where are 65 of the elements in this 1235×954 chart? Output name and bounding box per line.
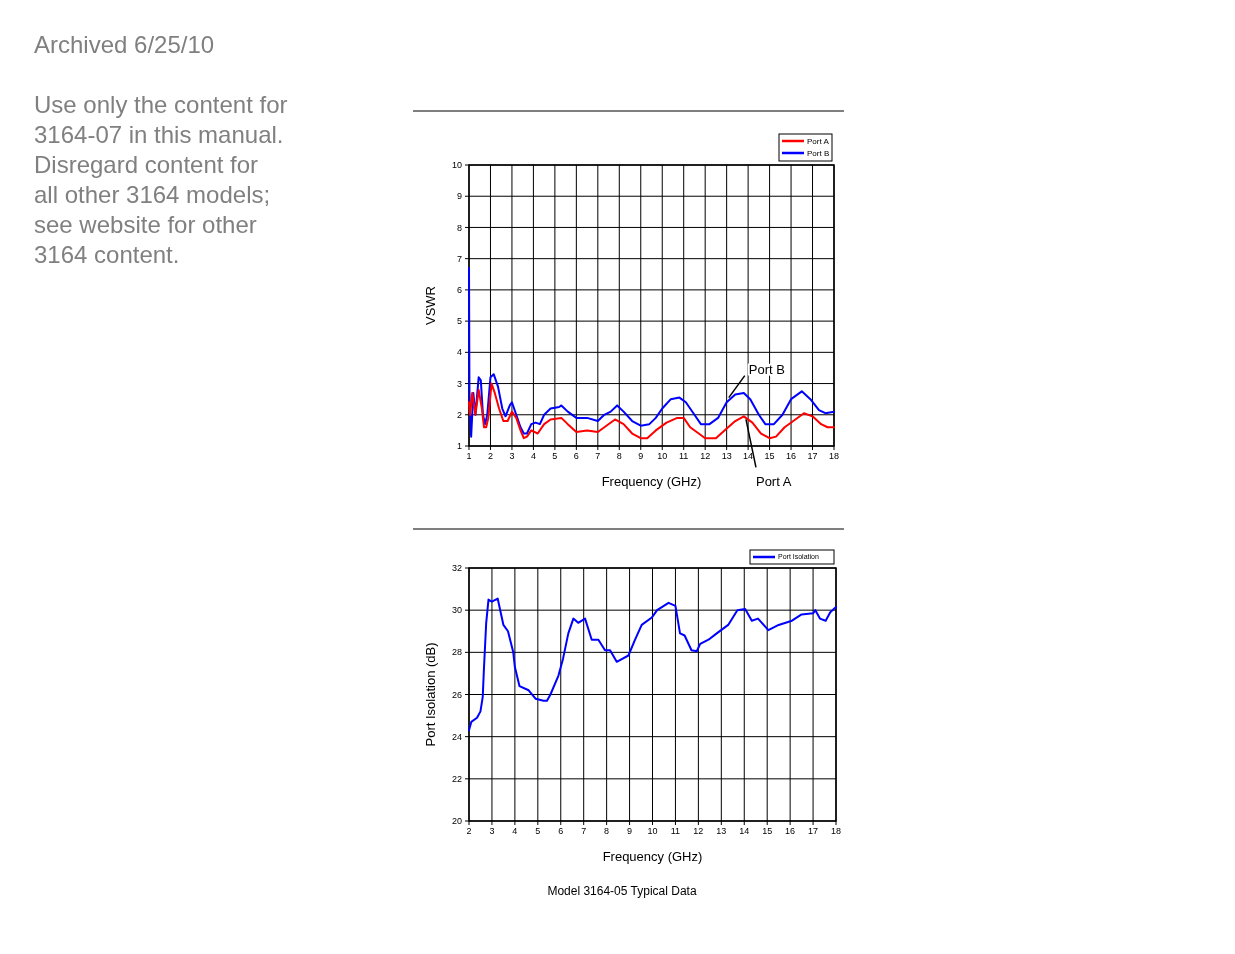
x-tick-label: 13 xyxy=(716,826,727,836)
x-tick-label: 11 xyxy=(679,451,689,461)
x-axis-title: Frequency (GHz) xyxy=(602,849,703,864)
x-tick-label: 6 xyxy=(573,451,579,461)
x-tick-label: 6 xyxy=(558,826,564,836)
x-tick-label: 5 xyxy=(552,451,558,461)
x-tick-label: 14 xyxy=(743,451,754,461)
x-tick-label: 16 xyxy=(786,451,797,461)
x-tick-label: 11 xyxy=(670,826,681,836)
x-tick-label: 3 xyxy=(489,826,495,836)
x-tick-label: 2 xyxy=(466,826,472,836)
y-tick-label: 4 xyxy=(456,347,462,358)
x-tick-label: 14 xyxy=(739,826,750,836)
x-tick-label: 18 xyxy=(828,451,840,461)
line-series xyxy=(468,382,835,440)
x-tick-label: 5 xyxy=(535,826,541,836)
x-tick-label: 1 xyxy=(466,451,472,461)
y-tick-label: 24 xyxy=(451,731,462,742)
x-axis-title: Frequency (GHz) xyxy=(601,474,702,489)
text: Archived 6/25/10 xyxy=(34,31,215,59)
y-tick-label: 22 xyxy=(451,773,462,784)
y-axis-title: Port Isolation (dB) xyxy=(423,642,438,747)
x-tick-label: 12 xyxy=(700,451,711,461)
y-tick-label: 1 xyxy=(456,441,462,452)
y-axis-title: VSWR xyxy=(423,286,438,325)
y-tick-label: 26 xyxy=(451,689,462,700)
y-tick-label: 10 xyxy=(451,160,462,171)
x-tick-label: 13 xyxy=(721,451,732,461)
x-tick-label: 18 xyxy=(830,826,842,836)
y-tick-label: 28 xyxy=(451,647,462,658)
x-tick-label: 9 xyxy=(627,826,633,836)
line-series xyxy=(468,267,835,438)
x-tick-label: 8 xyxy=(616,451,622,461)
x-tick-label: 16 xyxy=(785,826,796,836)
legend-label: Port A xyxy=(807,136,830,146)
y-tick-label: 9 xyxy=(456,191,462,202)
x-tick-label: 4 xyxy=(530,451,536,461)
legend-label: Port B xyxy=(807,148,830,158)
text: Use only the content for 3164-07 in this manual. Disregard content for all other 3164 models; see website for other 3164 content. xyxy=(34,91,288,269)
x-tick-label: 17 xyxy=(807,451,818,461)
x-tick-label: 10 xyxy=(657,451,668,461)
x-tick-label: 17 xyxy=(808,826,819,836)
x-tick-label: 7 xyxy=(595,451,601,461)
text: Model 3164-05 Typical Data xyxy=(547,884,697,899)
y-tick-label: 2 xyxy=(456,409,462,420)
x-tick-label: 8 xyxy=(604,826,610,836)
y-tick-label: 7 xyxy=(456,253,462,264)
y-tick-label: 5 xyxy=(456,316,462,327)
line-series xyxy=(468,597,837,732)
y-tick-label: 30 xyxy=(451,605,462,616)
y-tick-label: 6 xyxy=(456,285,462,296)
y-tick-label: 20 xyxy=(451,816,462,827)
x-tick-label: 3 xyxy=(509,451,515,461)
x-tick-label: 12 xyxy=(693,826,704,836)
annotation: Port A xyxy=(755,474,792,490)
y-tick-label: 3 xyxy=(456,378,462,389)
y-tick-label: 32 xyxy=(451,563,462,574)
x-tick-label: 9 xyxy=(638,451,644,461)
x-tick-label: 15 xyxy=(762,826,773,836)
x-tick-label: 7 xyxy=(581,826,587,836)
y-tick-label: 8 xyxy=(456,222,462,233)
x-tick-label: 15 xyxy=(764,451,775,461)
x-tick-label: 10 xyxy=(647,826,658,836)
x-tick-label: 2 xyxy=(487,451,493,461)
x-tick-label: 4 xyxy=(512,826,518,836)
